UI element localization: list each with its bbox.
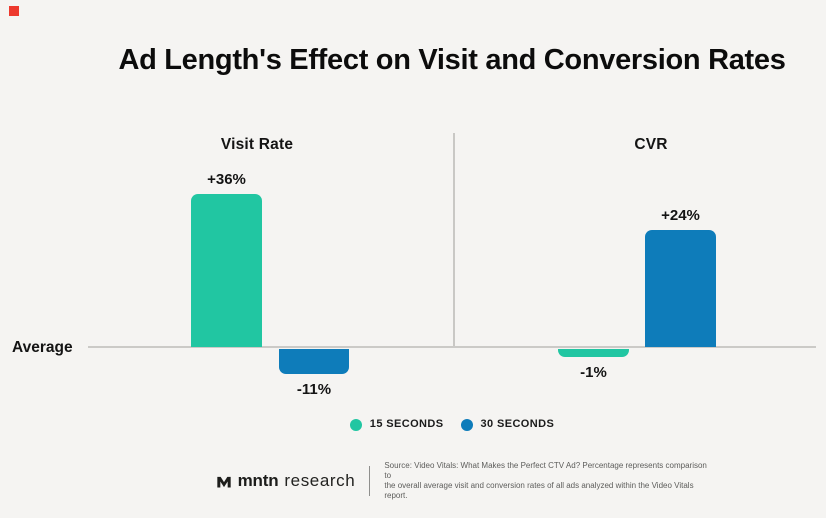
source-note-line1: Source: Video Vitals: What Makes the Per… <box>384 461 707 480</box>
group-divider-line <box>453 133 455 347</box>
bar-cvr-15-seconds <box>558 349 629 357</box>
group-header-visit-rate: Visit Rate <box>220 136 294 153</box>
bar-value-label-visit-rate-15-seconds: +36% <box>207 171 246 188</box>
bar-value-label-cvr-15-seconds: -1% <box>580 364 607 381</box>
legend-dot-30-seconds-icon <box>460 418 473 431</box>
average-baseline <box>88 346 816 348</box>
source-note: Source: Video Vitals: What Makes the Per… <box>384 461 714 501</box>
legend-item-15-seconds: 15 SECONDS <box>349 418 444 431</box>
brand-logo: mntn research <box>216 471 356 491</box>
legend-label-30-seconds: 30 SECONDS <box>480 418 555 430</box>
legend-item-30-seconds: 30 SECONDS <box>460 418 555 431</box>
legend-label-15-seconds: 15 SECONDS <box>369 418 444 430</box>
red-corner-marker <box>9 6 19 16</box>
bar-value-label-visit-rate-30-seconds: -11% <box>296 381 332 398</box>
legend-dot-15-seconds-icon <box>349 418 362 431</box>
chart-title: Ad Length's Effect on Visit and Conversi… <box>118 44 786 76</box>
group-header-cvr: CVR <box>634 136 668 153</box>
legend: 15 SECONDS 30 SECONDS <box>78 418 826 431</box>
footer-divider-line <box>369 466 371 496</box>
footer: mntn research Source: Video Vitals: What… <box>104 461 826 501</box>
mntn-mountain-icon <box>216 476 231 487</box>
bar-value-label-cvr-30-seconds: +24% <box>661 207 700 224</box>
average-label: Average <box>12 339 73 356</box>
brand-name-research: research <box>284 471 356 490</box>
bar-cvr-30-seconds <box>645 230 716 347</box>
source-note-line2: the overall average visit and conversion… <box>384 481 694 500</box>
brand-name-mntn: mntn <box>237 471 279 490</box>
bar-visit-rate-15-seconds <box>191 194 262 347</box>
bar-visit-rate-30-seconds <box>279 349 349 374</box>
